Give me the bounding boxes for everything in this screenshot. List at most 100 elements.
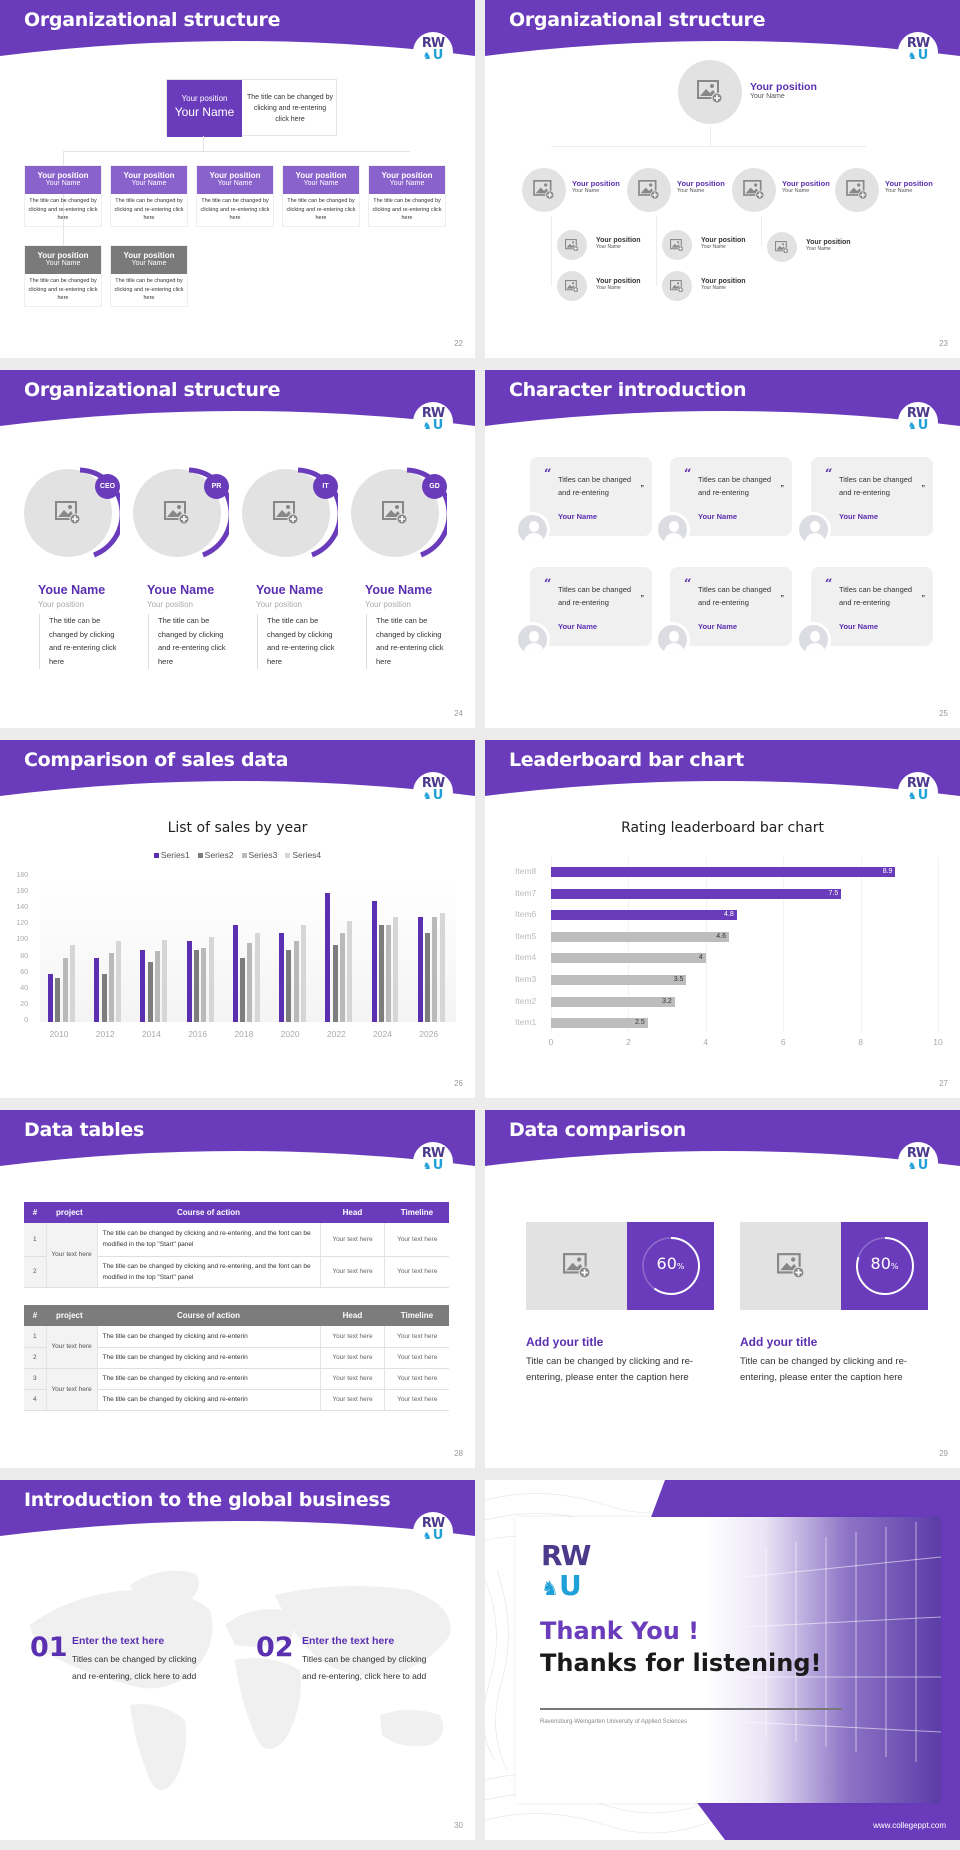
logo-u-text: U (432, 788, 444, 803)
cell-timeline[interactable]: Your text here (384, 1368, 449, 1390)
chart-legend: Series1 Series2 Series3 Series4 (0, 850, 475, 860)
avatar-user-icon[interactable] (515, 512, 550, 547)
node-label: Your position Your Name (677, 179, 725, 194)
cell-head[interactable]: Your text here (319, 1368, 385, 1390)
lion-icon: ♞ (422, 421, 432, 432)
avatar-user-icon[interactable] (796, 512, 831, 547)
slide-30[interactable]: Introduction to the global business RW ♞… (0, 1480, 475, 1840)
cell-course[interactable]: The title can be changed by clicking and… (96, 1326, 320, 1348)
testimonial-text: Titles can be changed and re-entering (698, 475, 772, 497)
cell-course[interactable]: The title can be changed by clicking and… (96, 1223, 320, 1257)
photo-placeholder[interactable] (627, 168, 671, 212)
cell-head[interactable]: Your text here (319, 1389, 385, 1411)
cell-project[interactable]: Your text here (45, 1368, 97, 1411)
role-badge: IT (313, 474, 338, 499)
page-number: 23 (939, 339, 948, 348)
photo-placeholder[interactable] (522, 168, 566, 212)
image-add-icon (55, 501, 81, 525)
image-placeholder[interactable] (740, 1222, 841, 1310)
percent-tile: 80% (841, 1222, 928, 1310)
cell-course[interactable]: The title can be changed by clicking and… (96, 1256, 320, 1288)
slide-26[interactable]: Comparison of sales data RW ♞U List of s… (0, 740, 475, 1098)
item-title: Add your title (740, 1335, 818, 1349)
col-header-course: Course of action (97, 1202, 320, 1223)
testimonial-card: “ Titles can be changed and re-entering … (811, 567, 933, 646)
photo-placeholder[interactable] (381, 501, 409, 530)
cell-head[interactable]: Your text here (319, 1256, 385, 1288)
cell-timeline[interactable]: Your text here (384, 1326, 449, 1348)
quote-open-icon: “ (544, 577, 552, 592)
cell-project[interactable]: Your text here (45, 1326, 97, 1369)
slide-24[interactable]: Organizational structure RW ♞U CEO Youe … (0, 370, 475, 728)
node-name: Your Name (45, 180, 81, 187)
photo-placeholder-small[interactable] (767, 232, 797, 262)
photo-placeholder-small[interactable] (557, 230, 587, 260)
photo-placeholder[interactable] (163, 501, 191, 530)
node-label: Your position Your Name (701, 237, 746, 250)
cell-timeline[interactable]: Your text here (384, 1389, 449, 1411)
percent-value: 60% (656, 1254, 685, 1273)
x-tick-label: 2 (626, 1037, 631, 1047)
avatar-user-icon[interactable] (655, 622, 690, 657)
photo-placeholder-small[interactable] (662, 271, 692, 301)
cell-head[interactable]: Your text here (319, 1347, 385, 1369)
slide-25[interactable]: Character introduction RW ♞U “ Titles ca… (485, 370, 960, 728)
org-node[interactable]: Your position Your Name The title can be c… (282, 165, 360, 227)
org-node[interactable]: Your position Your Name The title can be c… (110, 165, 188, 227)
purple-frame-shape (650, 1480, 960, 1840)
cell-project[interactable]: Your text here (45, 1223, 97, 1288)
x-tick-label: 6 (780, 1037, 786, 1047)
divider (540, 1708, 842, 1710)
cell-course[interactable]: The title can be changed by clicking and… (96, 1389, 320, 1411)
y-category-label: Item1 (515, 1017, 537, 1028)
photo-placeholder[interactable] (732, 168, 776, 212)
avatar-user-icon[interactable] (655, 512, 690, 547)
header-wave-band (0, 1480, 475, 1536)
page-number: 29 (939, 1449, 948, 1458)
node-label: Your position Your Name (782, 179, 830, 194)
photo-placeholder[interactable] (272, 501, 300, 530)
org-node[interactable]: Your position Your Name The title can be c… (24, 245, 102, 307)
top-photo-placeholder[interactable] (678, 60, 742, 124)
bar (147, 961, 153, 1022)
org-node[interactable]: Your position Your Name The title can be c… (368, 165, 446, 227)
logo-u-text: U (432, 418, 444, 433)
bar (279, 933, 285, 1022)
x-tick-label: 2012 (95, 1029, 115, 1039)
item-heading: Enter the text here (302, 1635, 395, 1647)
avatar-user-icon[interactable] (515, 622, 550, 657)
slide-29[interactable]: Data comparison RW ♞U 60% Add your title… (485, 1110, 960, 1468)
slide-header: Organizational structure (485, 0, 960, 60)
connector-line (761, 216, 762, 246)
photo-placeholder-small[interactable] (557, 271, 587, 301)
grid-line (783, 857, 785, 1032)
cell-timeline[interactable]: Your text here (384, 1256, 449, 1288)
photo-placeholder[interactable] (54, 501, 82, 530)
photo-placeholder[interactable] (835, 168, 879, 212)
org-node[interactable]: Your position Your Name The title can be c… (24, 165, 102, 227)
slide-31[interactable]: RW ♞U Thank You ! Thanks for listening! … (485, 1480, 960, 1840)
header-wave-band (485, 1110, 960, 1166)
avatar-user-icon[interactable] (796, 622, 831, 657)
percent-tile: 60% (627, 1222, 714, 1310)
bar (108, 952, 114, 1022)
cell-course[interactable]: The title can be changed by clicking and… (96, 1347, 320, 1369)
photo-placeholder-small[interactable] (662, 230, 692, 260)
photo-ring (242, 467, 338, 559)
website-link[interactable]: www.collegeppt.com (873, 1821, 946, 1830)
image-placeholder[interactable] (526, 1222, 627, 1310)
cell-head[interactable]: Your text here (319, 1223, 385, 1257)
cell-timeline[interactable]: Your text here (384, 1223, 449, 1257)
rwu-logo: RW ♞U (898, 402, 938, 442)
slide-27[interactable]: Leaderboard bar chart RW ♞U Rating leade… (485, 740, 960, 1098)
slide-28[interactable]: Data tables RW ♞U # project Course of ac… (0, 1110, 475, 1468)
org-top-node[interactable]: Your position Your Name The title can be… (166, 79, 337, 137)
slide-22[interactable]: Organizational structure RW ♞U Your posi… (0, 0, 475, 358)
org-node[interactable]: Your position Your Name The title can be c… (110, 245, 188, 307)
cell-course[interactable]: The title can be changed by clicking and… (96, 1368, 320, 1390)
cell-timeline[interactable]: Your text here (384, 1347, 449, 1369)
legend-item: Series3 (241, 850, 277, 860)
cell-head[interactable]: Your text here (319, 1326, 385, 1348)
slide-23[interactable]: Organizational structure RW ♞U Your posi… (485, 0, 960, 358)
org-node[interactable]: Your position Your Name The title can be c… (196, 165, 274, 227)
